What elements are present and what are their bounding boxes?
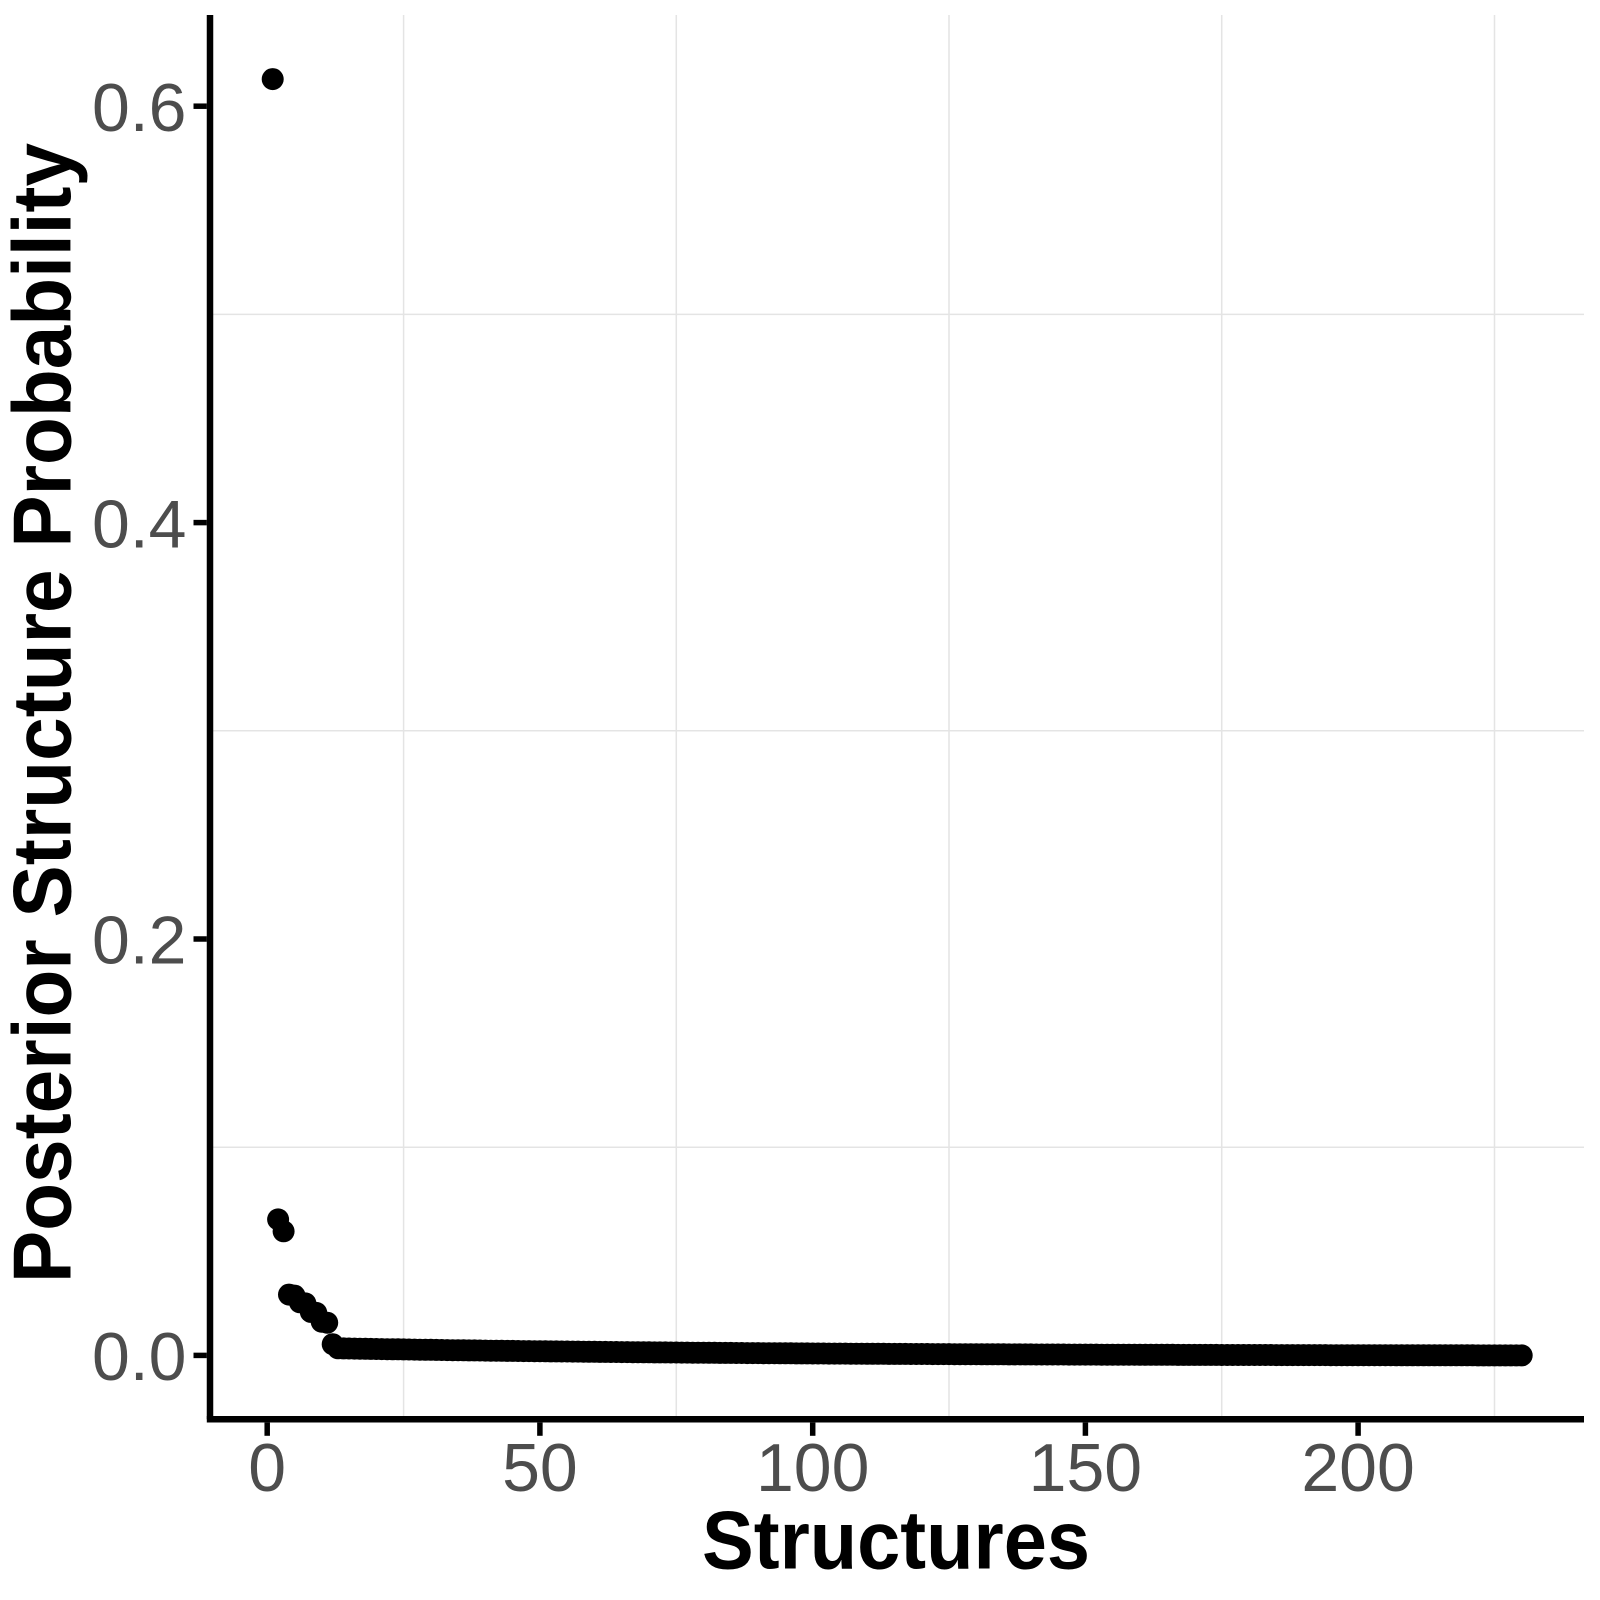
svg-text:0: 0: [248, 1430, 286, 1506]
svg-text:100: 100: [756, 1430, 869, 1506]
svg-text:200: 200: [1301, 1430, 1414, 1506]
svg-text:0.2: 0.2: [92, 903, 187, 979]
svg-text:Posterior Structure Probabilit: Posterior Structure Probability: [0, 143, 89, 1283]
svg-text:0.4: 0.4: [92, 486, 187, 562]
svg-text:50: 50: [502, 1430, 578, 1506]
svg-text:0.6: 0.6: [92, 70, 187, 146]
svg-text:150: 150: [1029, 1430, 1142, 1506]
svg-text:0.0: 0.0: [92, 1319, 187, 1395]
svg-text:Structures: Structures: [702, 1494, 1090, 1587]
